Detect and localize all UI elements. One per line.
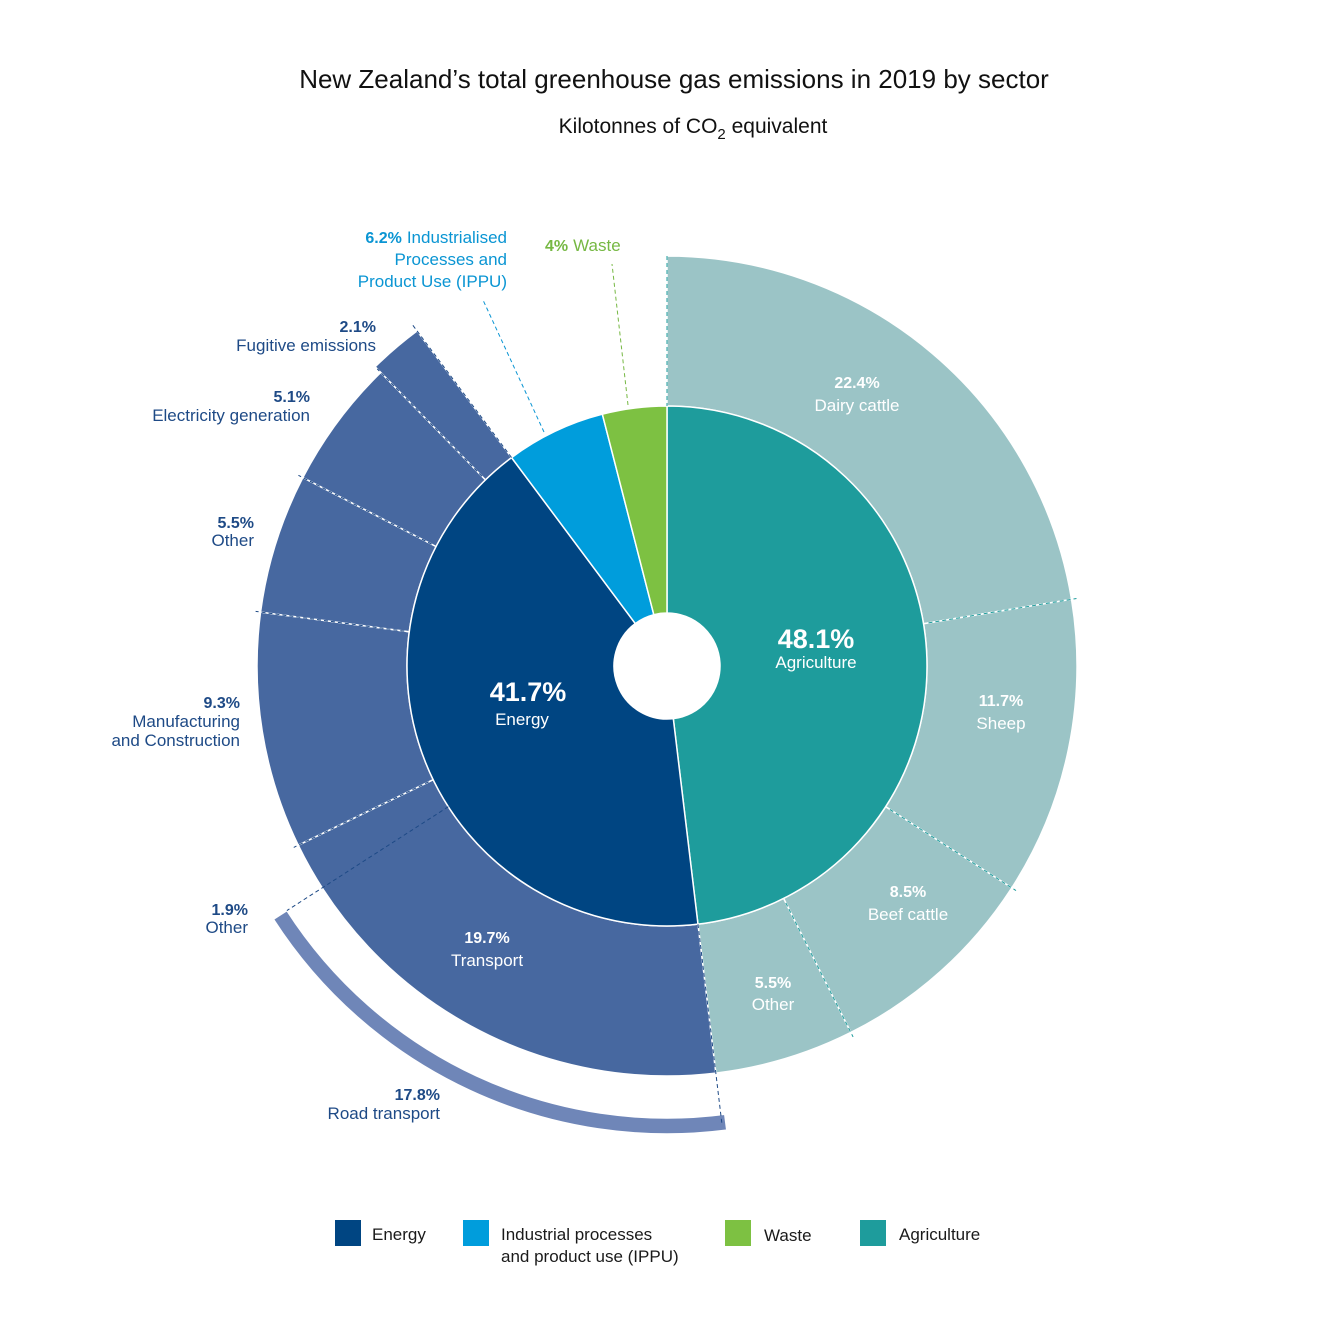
divider-energy-4 <box>376 368 483 477</box>
divider-energy-start <box>697 924 723 1123</box>
energy-center-name: Energy <box>495 710 549 729</box>
waste-leader-line <box>611 263 629 406</box>
legend-label-ippu-line2: and product use (IPPU) <box>501 1247 679 1266</box>
chart-title: New Zealand’s total greenhouse gas emiss… <box>299 64 1049 94</box>
beef-pct-label: 8.5% <box>890 884 926 901</box>
legend-label-ippu-line1: Industrial processes <box>501 1225 652 1244</box>
legend-swatch-waste <box>725 1220 751 1246</box>
divider-agriculture-2 <box>889 808 1017 891</box>
road-pct-label: 17.8% <box>395 1087 440 1104</box>
ippu-line1-text: Industrialised <box>407 228 507 247</box>
transport-other-name-label: Other <box>205 918 248 937</box>
manufacturing-name-line1: Manufacturing <box>132 712 240 731</box>
outer-ring <box>256 255 1078 1135</box>
ippu-label-line2: Processes and <box>395 250 507 269</box>
donut-hole <box>614 613 720 719</box>
waste-label: 4% Waste <box>545 236 621 255</box>
road-transport-band <box>272 909 728 1135</box>
subtitle-subscript: 2 <box>717 126 725 143</box>
transport-other-pct-label: 1.9% <box>212 902 248 919</box>
energy-center-pct: 41.7% <box>490 677 567 707</box>
fugitive-pct-label: 2.1% <box>340 319 376 336</box>
agri-other-pct-label: 5.5% <box>755 975 791 992</box>
waste-pct: 4% <box>545 238 568 255</box>
transport-name-label: Transport <box>451 951 523 970</box>
divider-agriculture-3 <box>785 902 854 1038</box>
beef-name-label: Beef cattle <box>868 905 948 924</box>
legend-label-waste: Waste <box>764 1226 812 1245</box>
fugitive-name-label: Fugitive emissions <box>236 336 376 355</box>
manufacturing-name-line2: and Construction <box>111 731 240 750</box>
manufacturing-pct-label: 9.3% <box>204 695 240 712</box>
energy-other-name-label: Other <box>211 531 254 550</box>
energy-other-pct-label: 5.5% <box>218 515 254 532</box>
agriculture-center-name: Agriculture <box>775 653 856 672</box>
dairy-pct-label: 22.4% <box>834 375 879 392</box>
ippu-label-line1: 6.2% Industrialised <box>365 228 507 247</box>
electricity-name-label: Electricity generation <box>152 406 310 425</box>
transport-pct-label: 19.7% <box>464 930 509 947</box>
legend-swatch-ippu <box>463 1220 489 1246</box>
divider-agriculture-1 <box>928 598 1077 624</box>
agri-other-name-label: Other <box>752 995 795 1014</box>
legend-label-agriculture: Agriculture <box>899 1225 980 1244</box>
sheep-name-label: Sheep <box>976 714 1025 733</box>
ippu-leader-line <box>482 299 545 433</box>
ippu-pct: 6.2% <box>365 230 401 247</box>
divider-energy-2 <box>255 610 405 632</box>
divider-energy-3 <box>298 474 432 545</box>
legend-swatch-agriculture <box>860 1220 886 1246</box>
subtitle-suffix: equivalent <box>726 115 828 138</box>
divider-road-transport <box>286 806 449 912</box>
electricity-pct-label: 5.1% <box>274 389 310 406</box>
legend-swatch-energy <box>335 1220 361 1246</box>
legend: Energy Industrial processes and product … <box>335 1220 980 1266</box>
divider-energy-1 <box>293 781 429 848</box>
waste-name: Waste <box>573 236 621 255</box>
chart-subtitle: Kilotonnes of CO2 equivalent <box>559 115 828 143</box>
agriculture-center-pct: 48.1% <box>778 624 855 654</box>
road-name-label: Road transport <box>328 1104 441 1123</box>
legend-label-energy: Energy <box>372 1225 426 1244</box>
subtitle-prefix: Kilotonnes of CO <box>559 115 718 138</box>
divider-lines <box>255 325 1077 1123</box>
ippu-label-line3: Product Use (IPPU) <box>358 272 507 291</box>
dairy-name-label: Dairy cattle <box>814 396 899 415</box>
sheep-pct-label: 11.7% <box>979 693 1023 710</box>
